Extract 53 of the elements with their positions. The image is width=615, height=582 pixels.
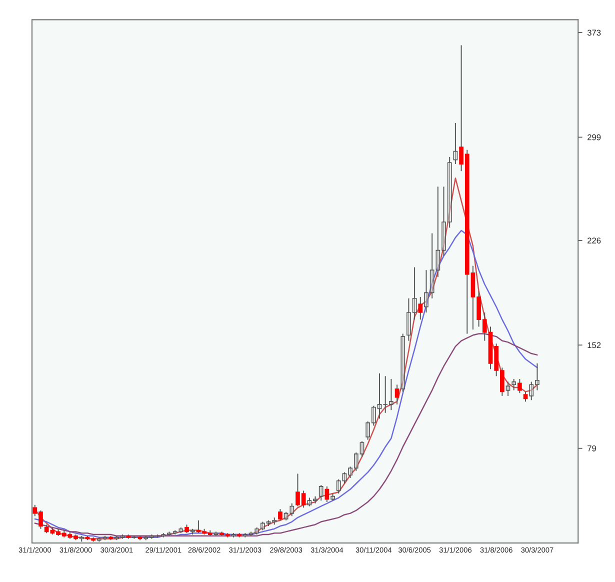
candlestick [523,391,528,402]
candlestick [254,526,260,536]
candlestick [453,122,458,165]
y-tick-label: 299 [588,134,601,140]
y-tick-label: 373 [587,30,601,36]
candlestick [161,532,166,538]
candlestick [518,378,522,394]
candlestick [529,381,534,401]
candlestick [372,405,376,426]
candlestick [412,266,417,320]
candlestick [377,372,382,420]
candlestick [231,532,236,538]
candlestick [190,528,195,536]
candlestick [324,486,330,502]
candlestick [535,362,540,391]
candlestick [243,532,248,538]
candlestick [330,493,335,502]
candlestick [214,531,218,536]
candlestick [132,535,136,540]
candlestick [442,186,446,256]
y-tick-label: 226 [588,238,601,244]
y-tick-label: 152 [588,342,601,348]
candlestick [506,381,510,396]
candlestick [436,186,440,278]
candlestick [342,472,347,484]
candlestick [418,296,423,320]
candlestick [394,384,400,405]
candlestick [290,502,294,517]
candlestick [389,378,394,411]
candlestick [406,298,411,342]
candlestick [383,376,388,414]
candlestick [272,517,277,526]
candlestick [248,531,254,536]
candlestick [155,534,160,538]
candlestick [318,484,324,502]
candlestick [512,378,516,391]
candlestick [336,478,341,494]
candlestick [178,526,184,534]
candlestick [307,497,312,507]
candlestick [366,420,370,440]
candlestick [354,452,358,472]
candlestick [260,521,265,531]
candlestick [424,270,428,313]
candlestick [348,466,352,478]
candlestick [400,333,406,392]
candlestick [360,440,364,458]
candlestick [278,508,282,521]
candlestick [284,511,288,521]
candlestick [430,232,434,299]
candlestick [447,156,452,228]
y-tick-label: 79 [588,445,596,452]
candlestick [150,534,154,540]
candlestick [120,534,125,540]
